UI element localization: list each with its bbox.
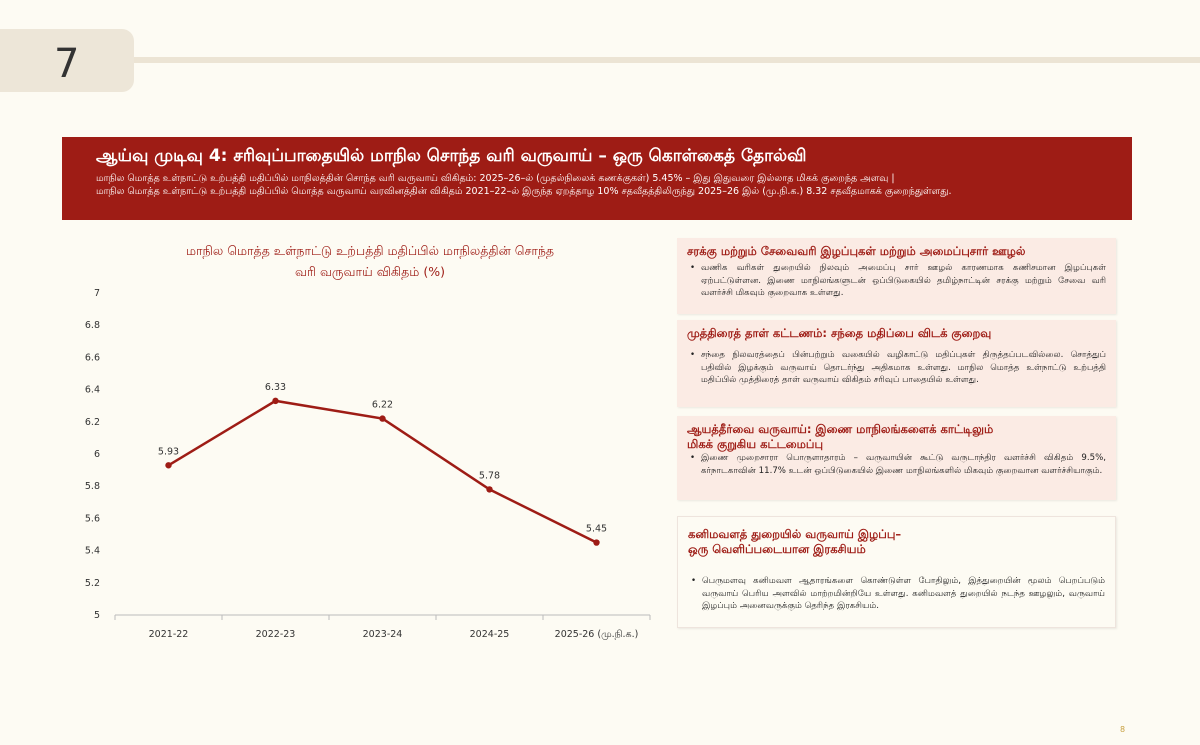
card-title: முத்திரைத் தாள் கட்டணம்: சந்தை மதிப்பை வ… [687,326,992,340]
data-point [593,539,600,546]
x-tick-label: 2022-23 [256,629,296,640]
y-tick-label: 5.4 [85,546,100,557]
page-number: 8 [1120,725,1126,734]
banner-title: ஆய்வு முடிவு 4: சரிவுப்பாதையில் மாநில சொ… [96,146,807,166]
slide-number-tab [0,29,134,92]
data-label: 5.45 [586,524,607,535]
card-body: இணை முறைசாரா பொருளாதாரம் – வருவாயின் கூட… [687,452,1106,477]
chart-title-line-1: மாநில மொத்த உள்நாட்டு உற்பத்தி மதிப்பில்… [185,243,555,258]
y-tick-label: 6.4 [85,385,100,396]
card-title-line-1: ஆயத்தீர்வை வருவாய்: இணை மாநிலங்களைக் காட… [687,422,994,436]
chart-title-line-2: வரி வருவாய் விகிதம் (%) [295,264,445,279]
data-point [272,397,279,405]
banner-subtitle: மாநில மொத்த உள்நாட்டு உற்பத்தி மதிப்பில்… [96,172,1106,198]
card-body: சந்தை நிலவரத்தைப் பின்பற்றும் வகையில் வழ… [687,349,1106,387]
card-title-line-2: ஒரு வெளிப்படையான இரகசியம் [688,542,866,556]
card-gst-losses: சரக்கு மற்றும் சேவைவரி இழப்புகள் மற்றும்… [677,238,1116,314]
series-line [167,399,598,544]
card-title: கனிமவளத் துறையில் வருவாய் இழப்பு– ஒரு வெ… [688,527,1105,557]
card-title-line-1: கனிமவளத் துறையில் வருவாய் இழப்பு– [688,527,902,541]
data-label: 6.22 [372,400,393,411]
x-tick-label: 2025-26 (மு.நி.க.) [555,629,639,640]
card-title: சரக்கு மற்றும் சேவைவரி இழப்புகள் மற்றும்… [687,244,1026,258]
data-label: 6.33 [265,382,286,393]
y-tick-label: 5 [94,610,100,621]
card-mining-revenue: கனிமவளத் துறையில் வருவாய் இழப்பு– ஒரு வெ… [677,516,1116,628]
y-tick-label: 6.8 [85,320,100,331]
y-tick-label: 5.2 [85,578,100,589]
data-point [165,462,172,469]
card-title: ஆயத்தீர்வை வருவாய்: இணை மாநிலங்களைக் காட… [687,422,1106,452]
line-chart: 5 5.2 5.4 5.6 5.8 6 6.2 6.4 6.6 6.8 7 2021-22 2022-2… [85,288,651,640]
y-tick-label: 5.8 [85,481,100,492]
finding-banner: ஆய்வு முடிவு 4: சரிவுப்பாதையில் மாநில சொ… [62,137,1132,220]
y-tick-label: 6 [94,449,100,460]
slide-number: 7 [54,41,80,87]
banner-subtitle-line-1: மாநில மொத்த உள்நாட்டு உற்பத்தி மதிப்பில்… [96,173,895,184]
card-title-line-2: மிகக் குறுகிய கட்டமைப்பு [687,437,824,451]
y-tick-label: 6.6 [85,352,100,363]
chart-title: மாநில மொத்த உள்நாட்டு உற்பத்தி மதிப்பில்… [100,240,640,282]
x-tick-label: 2024-25 [470,629,510,640]
y-tick-label: 7 [94,288,100,299]
header-rule [134,57,1200,63]
data-point [379,415,386,422]
card-stamp-duty: முத்திரைத் தாள் கட்டணம்: சந்தை மதிப்பை வ… [677,320,1116,407]
y-tick-label: 6.2 [85,417,100,428]
y-tick-label: 5.6 [85,513,100,524]
card-body: வணிக வரிகள் துறையில் நிலவும் அமைப்பு சார… [687,262,1106,300]
x-tick-label: 2023-24 [363,629,403,640]
x-tick-label: 2021-22 [149,629,189,640]
data-label: 5.93 [158,446,179,457]
banner-subtitle-line-2: மாநில மொத்த உள்நாட்டு உற்பத்தி மதிப்பில்… [96,186,952,197]
data-label: 5.78 [479,470,500,481]
card-body: பெருமளவு கனிமவள ஆதாரங்களை கொண்டுள்ள போதி… [688,575,1105,613]
card-excise-revenue: ஆயத்தீர்வை வருவாய்: இணை மாநிலங்களைக் காட… [677,416,1116,500]
data-point [486,486,493,493]
